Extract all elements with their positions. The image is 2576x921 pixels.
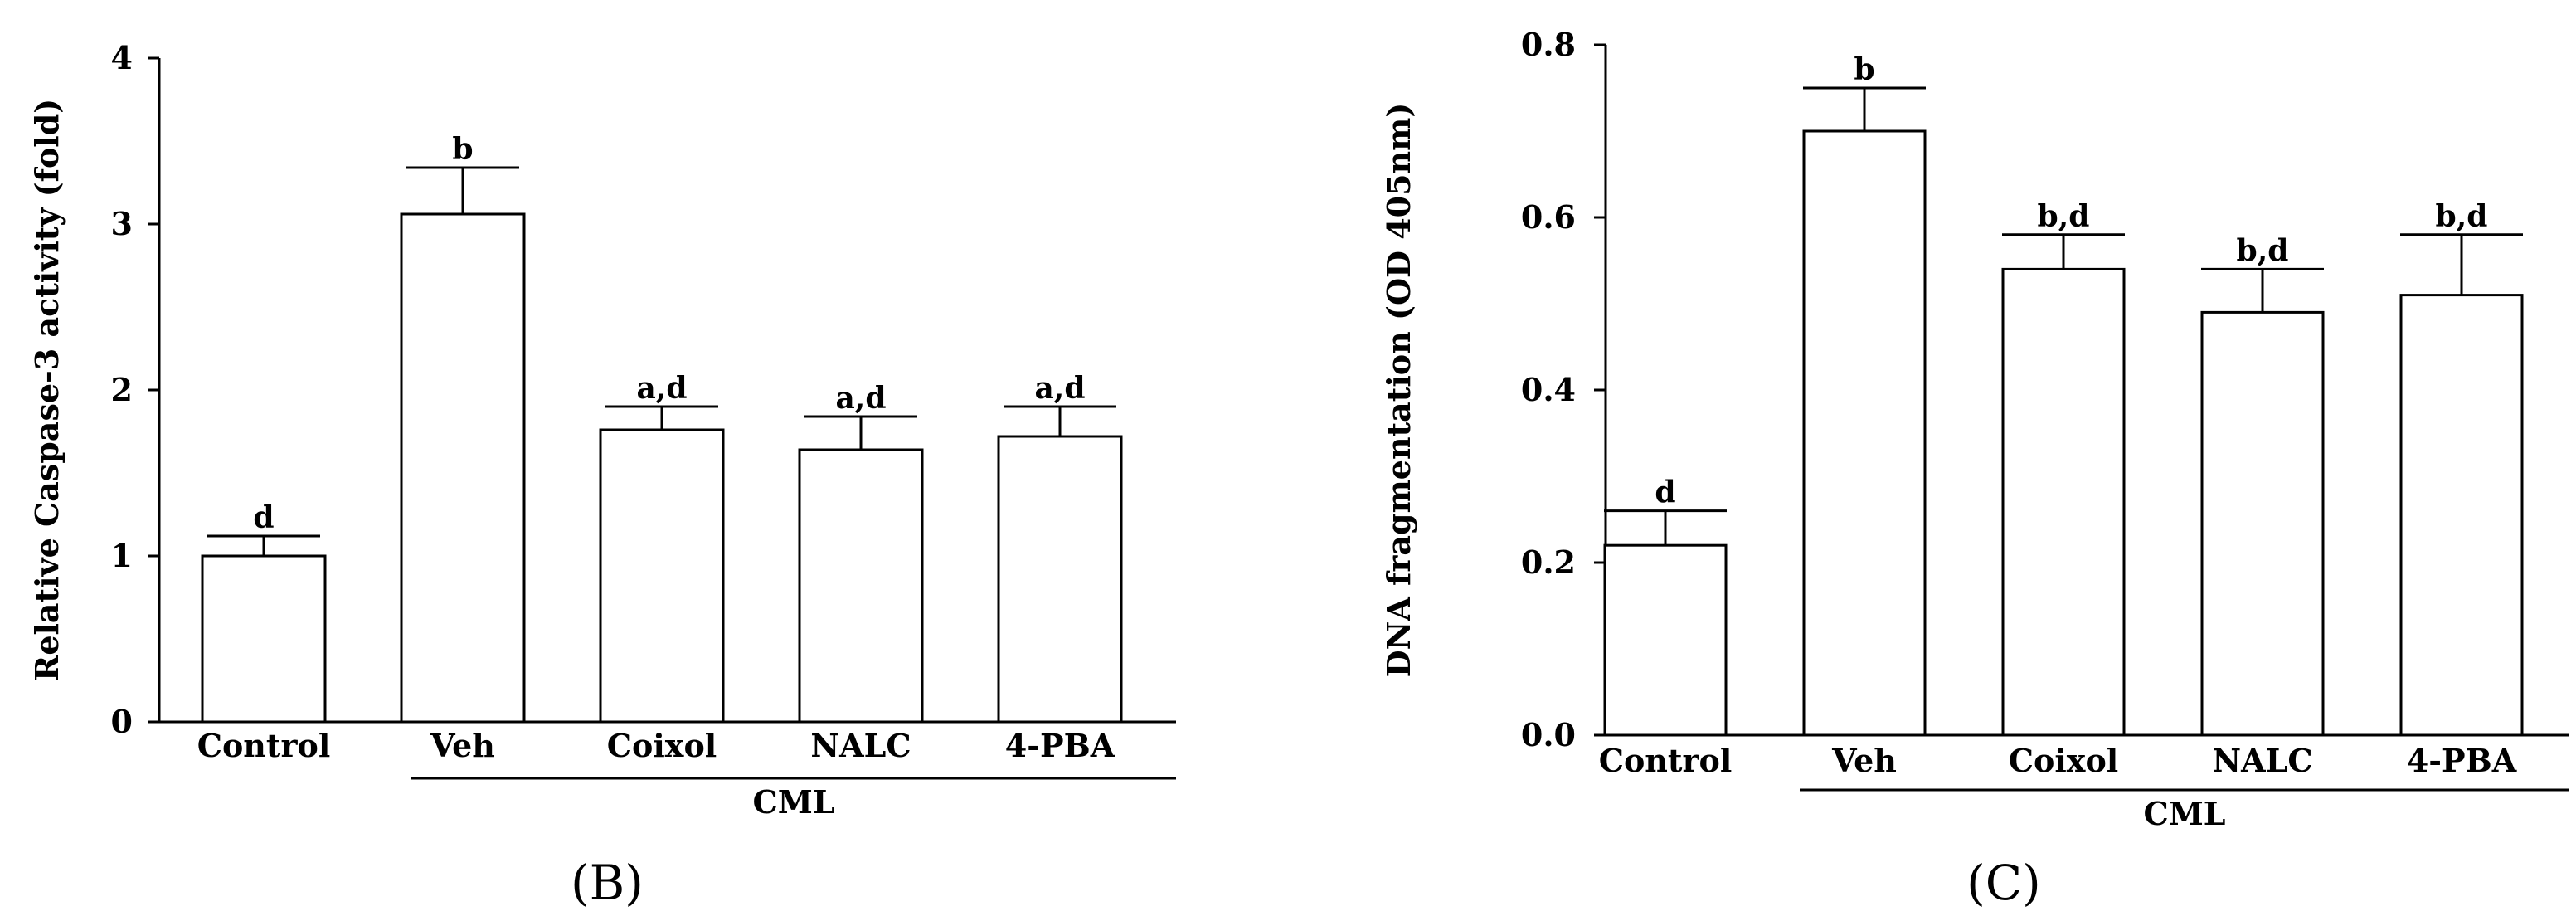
category-label: Coixol	[2009, 742, 2118, 779]
significance-label: b	[452, 132, 473, 167]
bar	[201, 554, 327, 724]
category-label: Control	[197, 727, 331, 764]
significance-label: b,d	[2436, 199, 2488, 234]
group-label: CML	[2143, 795, 2225, 832]
significance-label: d	[253, 500, 274, 535]
y-tick-label: 2	[111, 371, 133, 408]
bar	[2200, 310, 2325, 737]
bar	[599, 428, 725, 724]
group-label: CML	[752, 783, 834, 821]
category-label: NALC	[810, 727, 911, 764]
significance-label: a,d	[636, 371, 687, 406]
significance-label: a,d	[835, 381, 886, 416]
category-label: Coixol	[607, 727, 717, 764]
significance-label: b,d	[2237, 233, 2289, 268]
category-label: 4-PBA	[2407, 742, 2517, 779]
y-tick-label: 0.6	[1521, 198, 1576, 236]
y-tick-label: 0.2	[1521, 543, 1576, 581]
y-tick-label: 4	[111, 39, 133, 76]
significance-label: b,d	[2038, 199, 2090, 234]
category-label: NALC	[2212, 742, 2312, 779]
category-label: 4-PBA	[1005, 727, 1115, 764]
bar	[798, 448, 924, 724]
y-tick-label: 1	[111, 537, 133, 574]
bar	[2001, 267, 2126, 737]
y-axis-label: DNA fragmentation (OD 405nm)	[1380, 103, 1417, 678]
significance-label: a,d	[1034, 371, 1085, 406]
bar	[1603, 543, 1728, 737]
panel-label: (C)	[1966, 855, 2041, 911]
y-axis-label: Relative Caspase-3 activity (fold)	[28, 99, 66, 682]
y-tick-label: 3	[111, 205, 133, 242]
y-tick-label: 0	[111, 703, 133, 740]
significance-label: b	[1854, 52, 1874, 87]
bar	[997, 435, 1123, 724]
bar	[1802, 129, 1927, 737]
bar	[400, 212, 526, 724]
bar	[2399, 294, 2524, 737]
panel-label: (B)	[571, 855, 644, 911]
chart-panel-b: 0 1 2 3 4 Relative Caspase-3 activity (fold) d…	[28, 39, 1176, 911]
y-tick-label: 0.0	[1521, 716, 1576, 753]
significance-label: d	[1655, 475, 1675, 510]
category-label: Control	[1599, 742, 1733, 779]
y-tick-label: 0.8	[1521, 26, 1576, 63]
y-tick-label: 0.4	[1521, 371, 1576, 408]
chart-panel-c: 0.0 0.2 0.4 0.6 0.8 DNA fragmentation (OD 405…	[1380, 26, 2569, 911]
category-label: Veh	[1831, 742, 1897, 779]
category-label: Veh	[430, 727, 495, 764]
